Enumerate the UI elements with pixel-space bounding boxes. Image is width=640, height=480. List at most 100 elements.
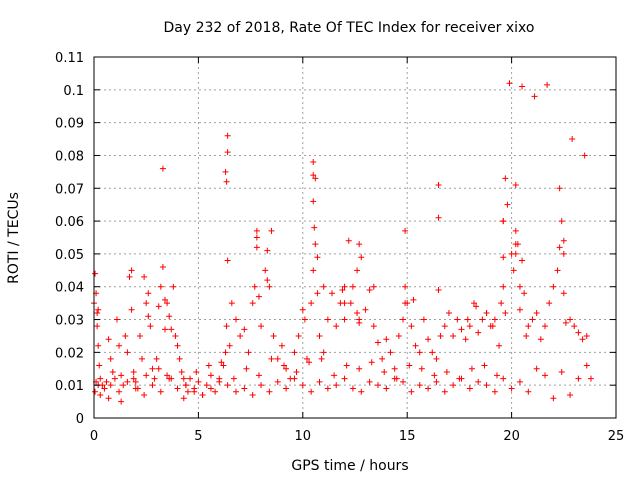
data-point xyxy=(374,382,381,389)
data-point xyxy=(268,227,275,234)
data-point xyxy=(533,309,540,316)
x-tick-label: 0 xyxy=(90,429,98,444)
data-point xyxy=(301,316,308,323)
data-point xyxy=(253,244,260,251)
data-point xyxy=(567,392,574,399)
data-point xyxy=(479,316,486,323)
data-point xyxy=(161,326,168,333)
data-point xyxy=(230,375,237,382)
plot-frame xyxy=(93,56,617,419)
data-point xyxy=(379,355,386,362)
data-point xyxy=(383,336,390,343)
data-point xyxy=(575,329,582,336)
data-point xyxy=(184,388,191,395)
data-point xyxy=(579,336,586,343)
y-tick-label: 0.04 xyxy=(55,281,84,296)
y-tick-label: 0.03 xyxy=(55,314,84,329)
data-point xyxy=(529,316,536,323)
data-point xyxy=(370,283,377,290)
data-point xyxy=(466,323,473,330)
data-point xyxy=(525,388,532,395)
data-point xyxy=(508,385,515,392)
data-point xyxy=(533,365,540,372)
data-point xyxy=(562,319,569,326)
data-point xyxy=(164,300,171,307)
data-point xyxy=(400,316,407,323)
data-point xyxy=(500,375,507,382)
data-point xyxy=(222,349,229,356)
data-point xyxy=(320,349,327,356)
data-point xyxy=(126,273,133,280)
data-point xyxy=(491,388,498,395)
data-point xyxy=(105,336,112,343)
data-point xyxy=(241,326,248,333)
data-point xyxy=(216,378,223,385)
data-point xyxy=(92,388,99,395)
data-point xyxy=(441,388,448,395)
grid-lines xyxy=(94,57,616,418)
data-point xyxy=(149,365,156,372)
data-point xyxy=(159,165,166,172)
data-point xyxy=(569,136,576,143)
data-point xyxy=(174,385,181,392)
data-point xyxy=(310,267,317,274)
data-point xyxy=(116,342,123,349)
data-point xyxy=(556,185,563,192)
data-point xyxy=(103,378,110,385)
data-point xyxy=(97,375,104,382)
data-point xyxy=(253,234,260,241)
data-point xyxy=(96,362,103,369)
data-point xyxy=(220,362,227,369)
data-point xyxy=(339,287,346,294)
y-tick-label: 0.02 xyxy=(55,346,84,361)
data-point xyxy=(270,332,277,339)
data-point xyxy=(151,375,158,382)
data-point xyxy=(560,250,567,257)
y-tick-label: 0.08 xyxy=(55,149,84,164)
data-point xyxy=(356,365,363,372)
data-point xyxy=(366,287,373,294)
data-point xyxy=(283,365,290,372)
data-point xyxy=(187,375,194,382)
data-point xyxy=(224,149,231,156)
data-point xyxy=(431,372,438,379)
data-point xyxy=(207,385,214,392)
data-point xyxy=(118,372,125,379)
data-point xyxy=(502,309,509,316)
data-point xyxy=(512,227,519,234)
data-point xyxy=(107,355,114,362)
data-point xyxy=(583,362,590,369)
data-point xyxy=(441,323,448,330)
data-point xyxy=(356,319,363,326)
y-tick-label: 0.11 xyxy=(55,51,84,66)
data-point xyxy=(581,152,588,159)
data-point xyxy=(445,309,452,316)
data-point xyxy=(228,300,235,307)
data-point xyxy=(395,332,402,339)
data-point xyxy=(116,388,123,395)
data-point xyxy=(299,306,306,313)
data-point xyxy=(341,375,348,382)
data-point xyxy=(475,378,482,385)
data-point xyxy=(191,388,198,395)
data-point xyxy=(141,273,148,280)
data-point xyxy=(475,329,482,336)
data-point xyxy=(516,378,523,385)
x-tick-label: 5 xyxy=(194,429,202,444)
data-point xyxy=(303,355,310,362)
data-point xyxy=(558,218,565,225)
data-point xyxy=(241,385,248,392)
data-point xyxy=(358,388,365,395)
y-tick-label: 0.01 xyxy=(55,379,84,394)
data-point xyxy=(554,267,561,274)
data-point xyxy=(537,336,544,343)
data-point xyxy=(237,332,244,339)
data-point xyxy=(402,300,409,307)
data-point xyxy=(456,375,463,382)
y-axis-label: ROTI / TECUs xyxy=(6,192,22,284)
data-point xyxy=(174,342,181,349)
data-point xyxy=(558,369,565,376)
axis-ticks xyxy=(93,56,617,419)
x-axis-label: GPS time / hours xyxy=(291,458,408,474)
data-point xyxy=(212,388,219,395)
